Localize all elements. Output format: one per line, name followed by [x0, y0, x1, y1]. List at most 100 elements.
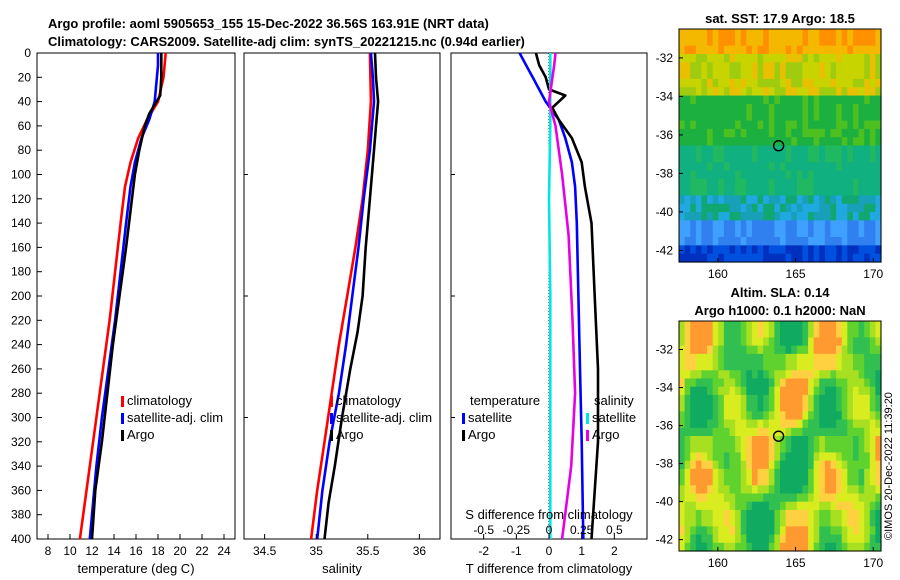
map-cell: [712, 220, 719, 230]
map-cell: [723, 87, 731, 97]
map-cell: [723, 509, 731, 519]
map-cell: [746, 178, 753, 188]
map-cell: [723, 245, 731, 255]
map-cell: [679, 501, 686, 511]
map-cell: [707, 378, 714, 388]
map-cell: [763, 444, 770, 454]
map-cell: [858, 370, 865, 380]
map-cell: [864, 212, 871, 221]
map-cell: [858, 485, 865, 495]
map-cell: [774, 493, 781, 503]
map-cell: [679, 534, 686, 544]
map-cell: [690, 228, 697, 238]
map-cell: [729, 329, 736, 339]
map-cell: [785, 153, 792, 163]
map-cell: [718, 29, 725, 38]
map-cell: [841, 112, 848, 122]
map-cell: [847, 195, 854, 205]
map-cell: [819, 493, 826, 503]
map-cell: [684, 87, 691, 97]
map-cell: [780, 468, 787, 478]
map-cell: [824, 195, 832, 205]
map-cell: [718, 178, 725, 188]
map-cell: [869, 501, 876, 511]
map-cell: [858, 145, 865, 155]
map-cell: [808, 345, 815, 355]
map-cell: [791, 468, 798, 478]
map-cell: [679, 187, 686, 197]
map-cell: [768, 253, 775, 263]
map-cell: [690, 170, 697, 180]
legend-swatch: [121, 430, 124, 441]
map-cell: [819, 62, 826, 72]
map-cell: [819, 386, 826, 396]
map-cell: [813, 501, 820, 511]
map-cell: [830, 452, 837, 462]
map-cell: [679, 145, 686, 155]
x-tick-label-top: 0: [546, 523, 553, 537]
map-cell: [830, 345, 837, 355]
map-cell: [746, 460, 753, 470]
map-cell: [757, 112, 764, 122]
map-cell: [785, 542, 792, 552]
map-cell: [701, 468, 708, 478]
map-cell: [735, 329, 742, 339]
map-cell: [695, 37, 703, 47]
map-cell: [869, 170, 876, 180]
map-cell: [701, 362, 708, 371]
map-cell: [819, 509, 826, 519]
map-cell: [740, 321, 747, 330]
map-cell: [751, 411, 759, 421]
map-cell: [852, 403, 860, 412]
map-cell: [684, 444, 691, 454]
map-cell: [712, 212, 719, 221]
temperature-panel: 8 10 12 14 16 18 20 22 2402040608010012014016018…: [11, 46, 236, 576]
map-cell: [684, 518, 691, 527]
map-cell: [824, 70, 832, 80]
map-cell: [830, 228, 837, 238]
map-cell: [813, 386, 820, 396]
map-cell: [723, 477, 731, 486]
map-cell: [763, 187, 770, 197]
map-cell: [690, 321, 697, 330]
map-cell: [841, 195, 848, 205]
map-cell: [858, 394, 865, 404]
map-cell: [735, 534, 742, 544]
map-title: Argo h1000: 0.1 h2000: NaN: [694, 303, 865, 318]
map-cell: [875, 212, 882, 221]
map-cell: [780, 370, 787, 380]
map-cell: [751, 386, 759, 396]
map-cell: [768, 353, 775, 363]
map-cell: [774, 526, 781, 536]
map-cell: [757, 53, 764, 63]
map-cell: [718, 145, 725, 155]
map-cell: [830, 468, 837, 478]
map-cell: [841, 137, 848, 147]
map-cell: [712, 145, 719, 155]
map-cell: [869, 53, 876, 63]
map-cell: [802, 337, 809, 347]
map-cell: [864, 419, 871, 429]
map-cell: [785, 337, 792, 347]
map-cell: [735, 403, 742, 412]
legend-swatch: [462, 413, 465, 424]
map-cell: [690, 444, 697, 454]
map-cell: [796, 427, 804, 437]
map-cell: [684, 468, 691, 478]
map-cell: [869, 394, 876, 404]
map-cell: [785, 195, 792, 205]
map-y-tick-label: -32: [656, 51, 674, 65]
map-cell: [841, 95, 848, 105]
map-cell: [808, 87, 815, 97]
map-cell: [690, 468, 697, 478]
map-cell: [690, 362, 697, 371]
map-cell: [768, 37, 775, 47]
map-cell: [751, 452, 759, 462]
map-cell: [701, 203, 708, 213]
map-cell: [735, 29, 742, 38]
map-cell: [836, 394, 843, 404]
y-tick-label: 100: [11, 168, 31, 182]
map-cell: [718, 477, 725, 486]
map-cell: [847, 427, 854, 437]
map-cell: [875, 477, 882, 486]
